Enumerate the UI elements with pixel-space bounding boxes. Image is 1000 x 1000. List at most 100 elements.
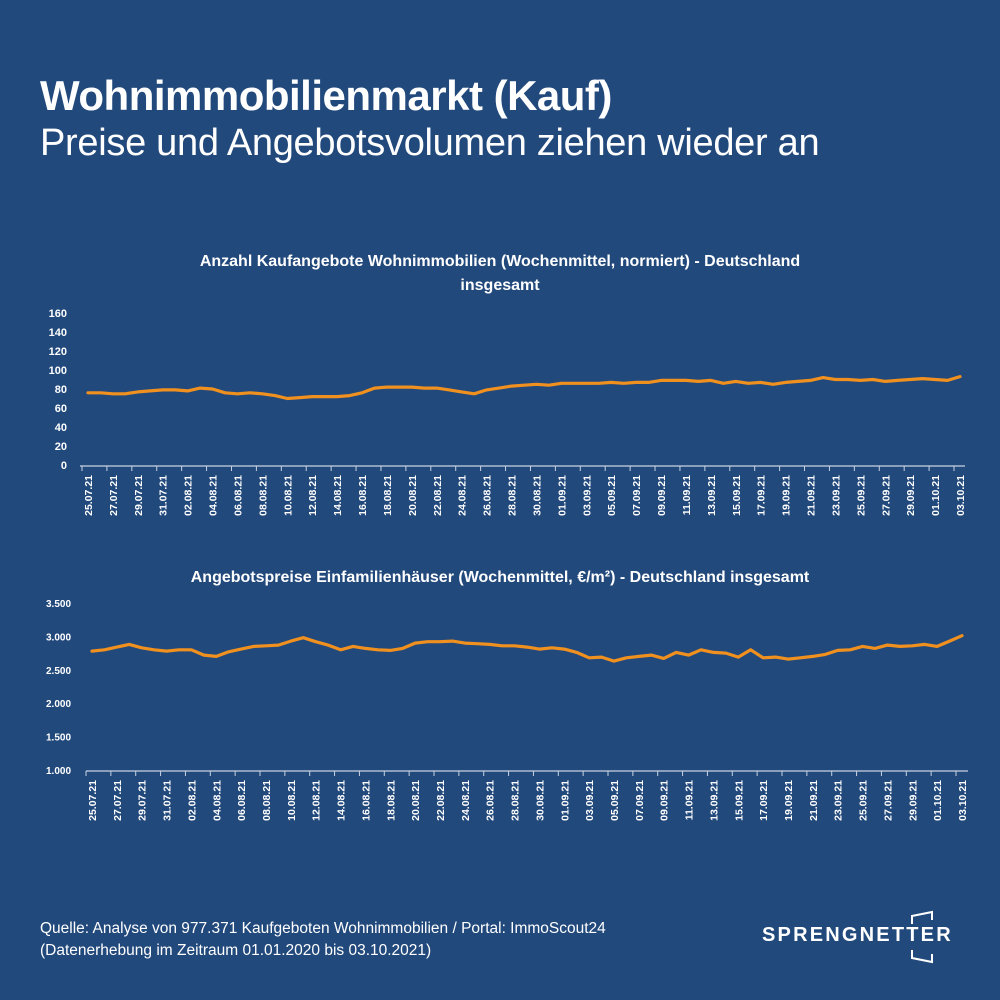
x-tick-label: 17.09.21	[758, 780, 770, 821]
logo-bracket-icon	[911, 910, 933, 964]
x-tick-label: 08.08.21	[257, 475, 269, 516]
chart2-title: Angebotspreise Einfamilienhäuser (Wochen…	[190, 569, 810, 586]
x-tick-label: 06.08.21	[236, 780, 248, 821]
y-tick-label: 20	[55, 441, 67, 453]
chart1-title-line1: Anzahl Kaufangebote Wohnimmobilien (Woch…	[199, 253, 801, 270]
logo-text: SPRENGNETTER	[762, 924, 953, 946]
x-tick-label: 02.08.21	[183, 475, 195, 516]
y-tick-label: 80	[55, 384, 67, 396]
x-tick-label: 01.09.21	[556, 475, 568, 516]
x-tick-label: 21.09.21	[808, 780, 820, 821]
y-tick-label: 120	[49, 346, 67, 358]
x-tick-label: 16.08.21	[360, 780, 372, 821]
x-tick-label: 29.09.21	[907, 780, 919, 821]
source-note: Quelle: Analyse von 977.371 Kaufgeboten …	[40, 918, 606, 962]
x-tick-label: 18.08.21	[382, 475, 394, 516]
x-tick-label: 25.09.21	[855, 475, 867, 516]
x-tick-label: 24.08.21	[457, 475, 469, 516]
series-line	[86, 375, 962, 401]
y-tick-label: 100	[49, 365, 67, 377]
x-tick-label: 23.09.21	[830, 475, 842, 516]
x-tick-label: 04.08.21	[211, 780, 223, 821]
y-tick-label: 1.000	[46, 766, 71, 777]
x-tick-label: 14.08.21	[336, 780, 348, 821]
chart1-title: Anzahl Kaufangebote Wohnimmobilien (Woch…	[0, 250, 1000, 298]
x-tick-label: 15.09.21	[733, 780, 745, 821]
source-line-2: (Datenerhebung im Zeitraum 01.01.2020 bi…	[40, 942, 432, 959]
x-tick-label: 25.07.21	[83, 475, 95, 516]
sprengnetter-logo: SPRENGNETTER	[762, 910, 952, 965]
x-tick-label: 22.08.21	[435, 780, 447, 821]
y-tick-label: 160	[49, 308, 67, 320]
x-tick-label: 03.09.21	[584, 780, 596, 821]
y-tick-label: 1.500	[46, 733, 71, 744]
x-tick-label: 29.07.21	[137, 780, 149, 821]
x-tick-label: 30.08.21	[534, 780, 546, 821]
x-tick-label: 10.08.21	[282, 475, 294, 516]
x-tick-label: 28.08.21	[507, 475, 519, 516]
x-tick-label: 18.08.21	[385, 780, 397, 821]
x-tick-label: 03.10.21	[957, 780, 969, 821]
x-tick-label: 29.09.21	[905, 475, 917, 516]
y-tick-label: 3.500	[46, 599, 71, 610]
x-tick-label: 27.09.21	[882, 780, 894, 821]
x-tick-label: 03.09.21	[581, 475, 593, 516]
y-tick-label: 2.500	[46, 666, 71, 677]
y-tick-label: 40	[55, 422, 67, 434]
x-tick-label: 11.09.21	[684, 780, 696, 820]
x-tick-label: 17.09.21	[756, 475, 768, 516]
x-tick-label: 04.08.21	[208, 475, 220, 516]
y-tick-label: 3.000	[46, 632, 71, 643]
chart1-title-line2: insgesamt	[460, 277, 540, 294]
y-tick-label: 0	[61, 460, 67, 472]
x-tick-label: 16.08.21	[357, 475, 369, 516]
x-tick-label: 03.10.21	[955, 475, 967, 516]
x-tick-label: 20.08.21	[407, 475, 419, 516]
x-tick-label: 24.08.21	[460, 780, 472, 821]
x-tick-label: 05.09.21	[609, 780, 621, 821]
x-tick-label: 11.09.21	[681, 475, 693, 515]
x-tick-label: 09.09.21	[656, 475, 668, 516]
x-tick-label: 13.09.21	[708, 780, 720, 821]
x-tick-label: 28.08.21	[510, 780, 522, 821]
y-tick-label: 2.000	[46, 699, 71, 710]
x-tick-label: 25.07.21	[87, 780, 99, 821]
series-line	[90, 634, 964, 663]
source-line-1: Quelle: Analyse von 977.371 Kaufgeboten …	[40, 920, 606, 937]
x-tick-label: 30.08.21	[531, 475, 543, 516]
x-tick-label: 07.09.21	[631, 475, 643, 516]
x-tick-label: 14.08.21	[332, 475, 344, 516]
x-tick-label: 27.07.21	[112, 780, 124, 821]
x-tick-label: 31.07.21	[158, 475, 170, 516]
page-title: Wohnimmobilienmarkt (Kauf)	[40, 72, 612, 119]
x-tick-label: 25.09.21	[858, 780, 870, 821]
x-tick-label: 15.09.21	[731, 475, 743, 516]
x-tick-label: 23.09.21	[833, 780, 845, 821]
x-tick-label: 27.07.21	[108, 475, 120, 516]
page-subtitle: Preise und Angebotsvolumen ziehen wieder…	[40, 122, 820, 164]
x-tick-label: 22.08.21	[432, 475, 444, 516]
y-tick-label: 60	[55, 403, 67, 415]
x-tick-label: 02.08.21	[186, 780, 198, 821]
x-tick-label: 10.08.21	[286, 780, 298, 821]
x-tick-label: 08.08.21	[261, 780, 273, 821]
x-tick-label: 19.09.21	[781, 475, 793, 516]
x-tick-label: 26.08.21	[485, 780, 497, 821]
x-tick-label: 12.08.21	[311, 780, 323, 821]
x-tick-label: 29.07.21	[133, 475, 145, 516]
x-tick-label: 21.09.21	[806, 475, 818, 516]
x-tick-label: 19.09.21	[783, 780, 795, 821]
x-tick-label: 13.09.21	[706, 475, 718, 516]
x-tick-label: 26.08.21	[482, 475, 494, 516]
x-tick-label: 07.09.21	[634, 780, 646, 821]
x-tick-label: 01.10.21	[932, 780, 944, 821]
y-tick-label: 140	[49, 327, 67, 339]
x-tick-label: 09.09.21	[659, 780, 671, 821]
x-tick-label: 31.07.21	[162, 780, 174, 821]
x-tick-label: 12.08.21	[307, 475, 319, 516]
x-tick-label: 05.09.21	[606, 475, 618, 516]
x-tick-label: 20.08.21	[410, 780, 422, 821]
x-tick-label: 06.08.21	[232, 475, 244, 516]
